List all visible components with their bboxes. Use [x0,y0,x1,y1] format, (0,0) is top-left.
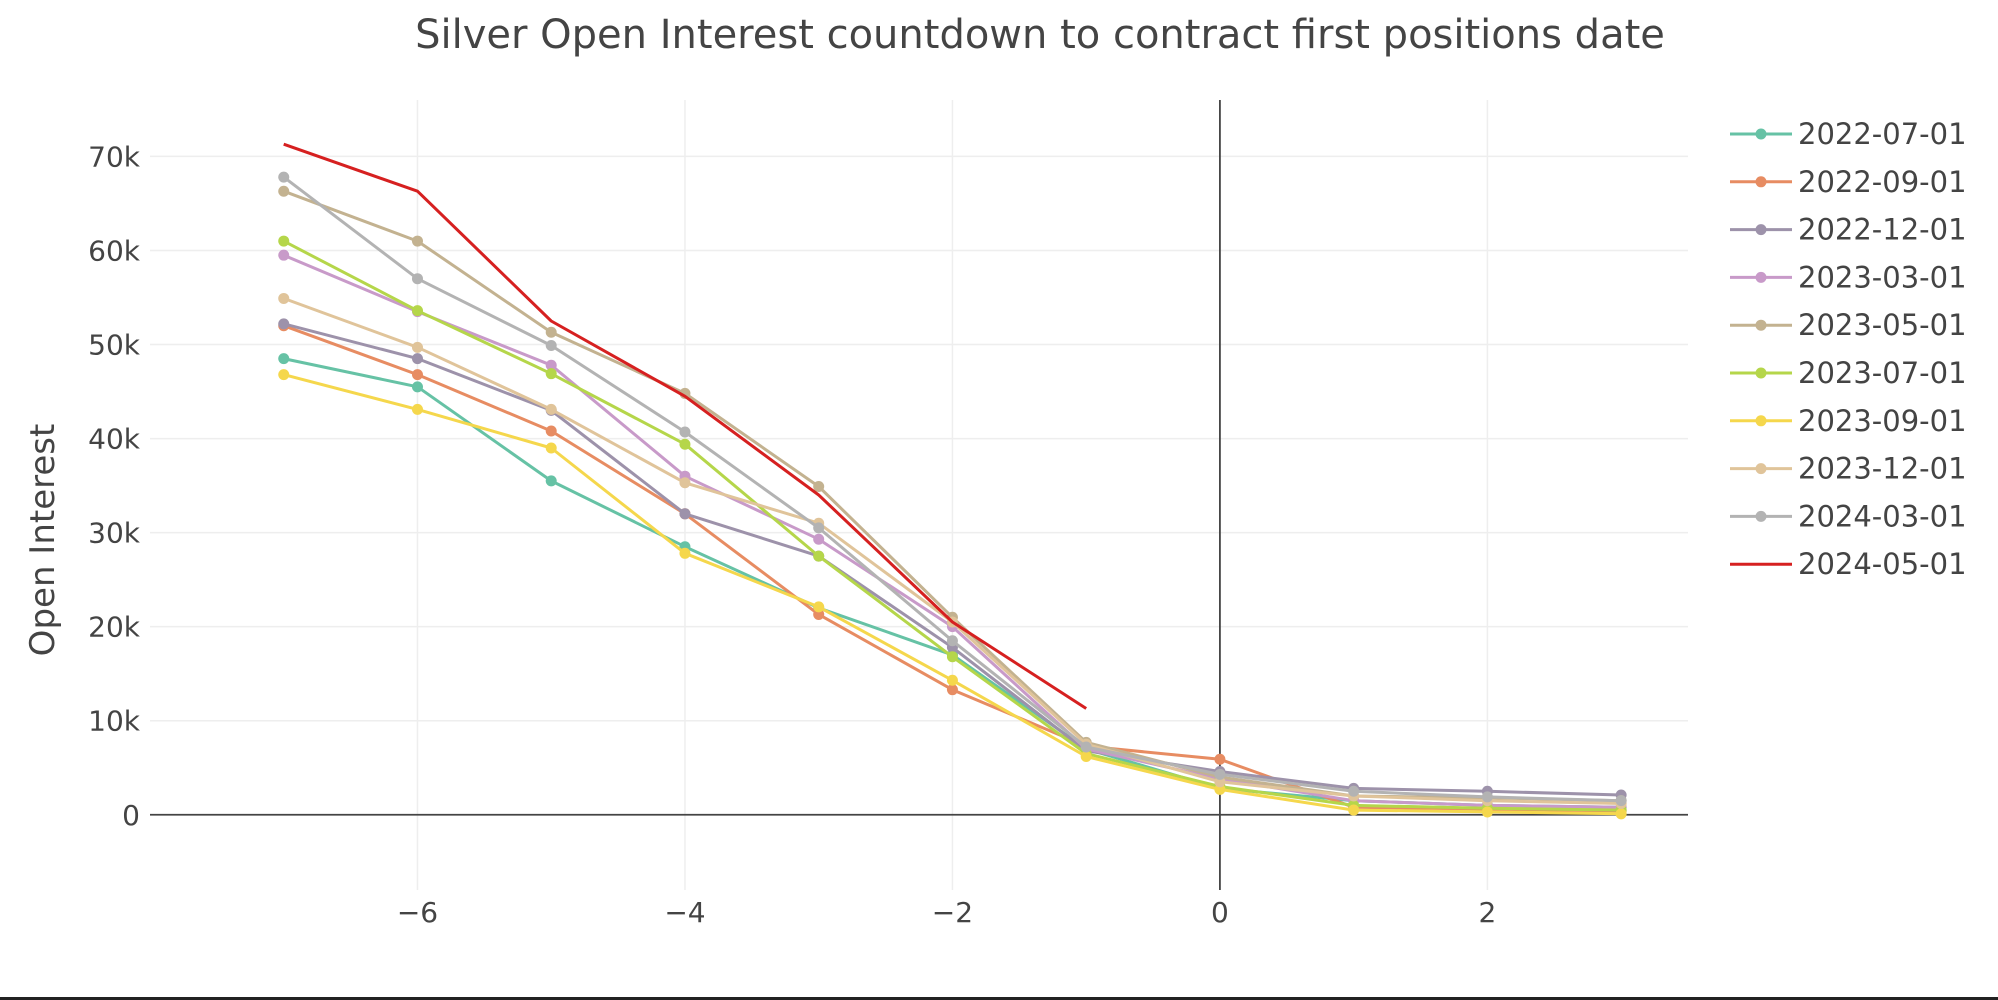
data-point-2023-09-01 [1481,806,1493,818]
legend-marker-2023-12-01 [1755,463,1767,475]
data-point-2022-07-01 [278,353,290,365]
data-point-2023-09-01 [946,674,958,686]
legend-label: 2022-07-01 [1798,117,1967,151]
data-point-2023-09-01 [545,442,557,454]
data-point-2023-03-01 [278,249,290,261]
data-point-2022-09-01 [411,369,423,381]
legend-marker-2023-03-01 [1755,271,1767,283]
legend-marker-2024-03-01 [1755,510,1767,522]
data-point-2023-09-01 [411,403,423,415]
y-tick-label: 20k [88,611,141,644]
data-point-2023-07-01 [946,651,958,663]
chart-title: Silver Open Interest countdown to contra… [415,12,1665,58]
legend-marker-2023-05-01 [1755,319,1767,331]
data-point-2024-03-01 [1080,741,1092,753]
bottom-border [0,997,1998,1000]
data-point-2022-09-01 [813,608,825,620]
x-tick-label: 0 [1211,896,1229,929]
series-line-2024-05-01 [283,142,1088,710]
data-point-2023-09-01 [1615,808,1627,820]
legend-marker-2022-07-01 [1755,128,1767,140]
data-point-2023-09-01 [813,601,825,613]
legend-label: 2024-03-01 [1798,499,1967,533]
legend-label: 2022-09-01 [1798,165,1967,199]
data-point-2023-09-01 [278,369,290,381]
data-point-2023-09-01 [1348,804,1360,816]
y-tick-label: 70k [88,140,141,173]
data-point-2023-07-01 [411,305,423,317]
data-point-2024-03-01 [1214,768,1226,780]
data-point-2024-03-01 [1481,791,1493,803]
legend-label: 2024-05-01 [1798,547,1967,581]
y-tick-label: 30k [88,517,141,550]
x-tick-label: −4 [664,896,705,929]
data-point-2024-03-01 [278,171,290,183]
legend-marker-2022-09-01 [1755,176,1767,188]
data-point-2023-07-01 [813,550,825,562]
data-point-2023-09-01 [679,547,691,559]
data-point-2023-03-01 [813,533,825,545]
data-point-2023-09-01 [1080,750,1092,762]
data-point-2023-05-01 [813,481,825,493]
x-tick-label: −6 [397,896,438,929]
y-tick-label: 0 [122,799,140,832]
data-point-2024-03-01 [545,339,557,351]
data-point-2024-03-01 [1348,785,1360,797]
legend-marker-2023-09-01 [1755,415,1767,427]
data-point-2022-12-01 [411,353,423,365]
data-point-2024-03-01 [411,273,423,285]
data-point-2023-12-01 [411,341,423,353]
y-axis-label: Open Interest [23,424,63,657]
data-point-2022-09-01 [946,684,958,696]
legend-label: 2023-07-01 [1798,356,1967,390]
data-point-2024-03-01 [813,522,825,534]
data-point-2022-07-01 [411,381,423,393]
legend-label: 2023-09-01 [1798,404,1967,438]
legend-label: 2022-12-01 [1798,213,1967,247]
y-tick-label: 60k [88,234,141,267]
data-point-2024-03-01 [679,426,691,438]
data-point-2023-05-01 [411,235,423,247]
data-point-2022-12-01 [679,508,691,520]
y-tick-label: 10k [88,705,141,738]
data-point-2022-07-01 [545,475,557,487]
legend-label: 2023-03-01 [1798,260,1967,294]
data-point-2023-09-01 [1214,783,1226,795]
data-point-2023-12-01 [545,403,557,415]
x-tick-label: 2 [1478,896,1496,929]
legend-marker-2022-12-01 [1755,224,1767,236]
data-point-2024-03-01 [946,635,958,647]
data-point-2022-12-01 [278,318,290,330]
data-point-2023-07-01 [278,235,290,247]
y-tick-label: 50k [88,329,141,362]
data-point-2023-05-01 [545,326,557,338]
data-point-2023-03-01 [545,359,557,371]
data-point-2023-07-01 [679,438,691,450]
data-point-2022-09-01 [545,425,557,437]
legend-label: 2023-05-01 [1798,308,1967,342]
data-point-2022-09-01 [1214,753,1226,765]
data-point-2023-12-01 [278,292,290,304]
y-tick-label: 40k [88,423,141,456]
data-point-2023-05-01 [278,185,290,197]
legend-label: 2023-12-01 [1798,452,1967,486]
data-point-2023-07-01 [545,368,557,380]
x-tick-label: −2 [932,896,973,929]
legend-marker-2023-07-01 [1755,367,1767,379]
data-point-2024-03-01 [1615,795,1627,807]
data-point-2023-12-01 [679,477,691,489]
data-point-2023-12-01 [1214,776,1226,788]
